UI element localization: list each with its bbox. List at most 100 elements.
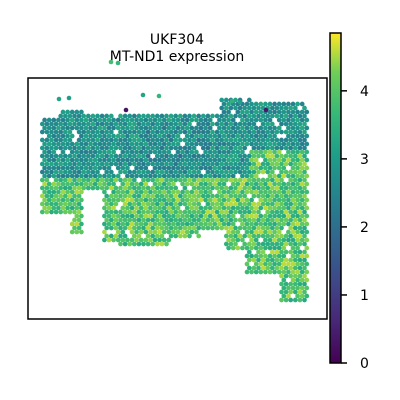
expression-spot [260,169,266,175]
expression-spot [141,153,146,159]
expression-spot [200,145,206,151]
expression-spot [171,141,176,147]
expression-spot [88,157,93,163]
expression-spot [111,149,116,155]
expression-spot [297,297,303,303]
expression-spot [249,221,254,227]
expression-spot [281,261,287,267]
expression-spot [196,185,202,191]
expression-spot [129,205,135,211]
expression-spot [189,117,195,123]
expression-spot [131,217,137,223]
expression-spot [242,185,248,191]
expression-spot [166,221,172,227]
expression-spot [263,253,268,259]
expression-spot [196,161,202,167]
expression-spot [210,177,215,183]
expression-spot [295,149,300,155]
expression-spot [297,177,303,183]
expression-spot [200,137,206,143]
expression-spot [166,125,172,131]
expression-spot [138,189,144,195]
expression-spot [210,113,215,119]
expression-spot [154,233,160,239]
expression-spot [276,253,282,259]
expression-spot [177,217,183,223]
expression-spot [272,133,277,139]
expression-spot [276,261,282,267]
expression-spot [157,173,162,179]
expression-spot [249,157,254,163]
expression-spot [272,213,277,219]
expression-spot [214,121,220,127]
expression-spot [292,169,298,175]
expression-spot [58,129,64,135]
expression-spot [159,113,165,119]
expression-spot [210,201,215,207]
expression-spot [242,177,248,183]
expression-spot [297,129,303,135]
expression-spot [253,109,259,115]
expression-spot [67,113,73,119]
expression-spot [157,133,162,139]
expression-spot [200,185,206,191]
expression-spot [212,141,218,147]
expression-spot [292,281,298,287]
expression-spot [191,137,197,143]
expression-spot [299,253,305,259]
expression-spot [244,245,250,251]
expression-spot [286,237,291,243]
expression-spot [65,205,70,211]
expression-spot [131,233,137,239]
expression-spot [182,193,188,199]
expression-spot [288,153,294,159]
expression-spot [269,233,275,239]
expression-spot [171,133,176,139]
expression-spot [242,201,248,207]
expression-spot [297,169,303,175]
expression-spot [283,161,289,167]
expression-spot [258,261,264,267]
expression-spot [102,181,107,187]
expression-spot [244,229,250,235]
expression-spot [276,141,282,147]
expression-spot [265,225,271,231]
expression-spot [106,117,112,123]
expression-spot [44,153,50,159]
expression-spot [145,241,151,247]
expression-spot [53,209,59,215]
expression-spot [269,177,275,183]
expression-spot [148,205,153,211]
colorbar-tick-label: 3 [360,152,369,168]
expression-spot [212,133,218,139]
expression-spot [191,201,197,207]
expression-spot [145,225,151,231]
expression-spot [143,237,149,243]
expression-spot [290,205,296,211]
expression-spot [134,157,139,163]
expression-spot [290,189,296,195]
expression-spot [233,145,238,151]
expression-spot [256,169,261,175]
expression-spot [265,177,271,183]
expression-spot [196,233,202,239]
expression-spot [148,229,153,235]
expression-spot [187,129,192,135]
expression-spot [228,161,234,167]
expression-spot [154,225,160,231]
expression-spot [286,141,291,147]
expression-spot [104,209,110,215]
expression-spot [295,157,300,163]
expression-spot [219,129,225,135]
expression-spot [198,205,204,211]
expression-spot [196,153,202,159]
expression-spot [175,189,181,195]
expression-spot [219,161,225,167]
expression-spot [131,121,137,127]
expression-spot [267,165,273,171]
expression-spot [56,189,61,195]
expression-spot [150,217,156,223]
expression-spot [263,261,268,267]
expression-spot [290,149,296,155]
expression-spot [106,197,112,203]
